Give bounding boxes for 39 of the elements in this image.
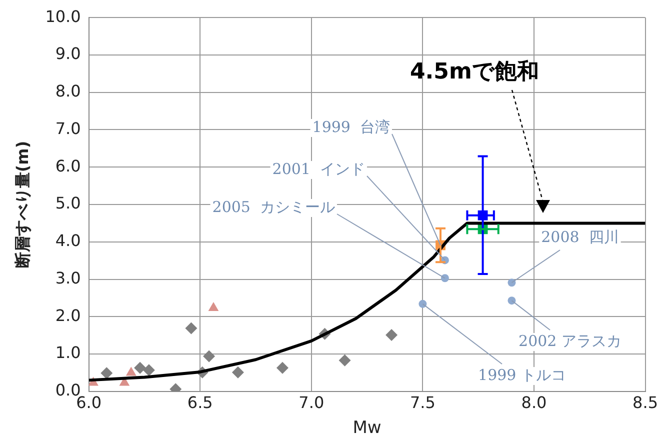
- x-tick-label: 7.5: [410, 393, 436, 412]
- point: [418, 300, 427, 308]
- point: [100, 367, 113, 380]
- point: [126, 366, 136, 376]
- x-tick-label: 8.0: [521, 393, 547, 412]
- y-tick-label: 10.0: [45, 6, 81, 26]
- annotation: 2005 カシミール: [212, 198, 335, 216]
- x-tick-label: 8.5: [632, 393, 658, 412]
- point: [134, 362, 146, 374]
- y-tick-label: 3.0: [55, 268, 81, 288]
- y-tick-label: 9.0: [55, 44, 81, 64]
- y-tick-label: 2.0: [55, 306, 81, 325]
- annotation: 4.5mで飽和: [410, 60, 539, 85]
- point: [232, 366, 244, 378]
- point: [338, 354, 351, 366]
- annotation: 1999 トルコ: [478, 366, 566, 384]
- y-axis-title: 断層すべり量(m): [12, 140, 32, 268]
- y-tick-label: 7.0: [55, 118, 81, 138]
- point: [208, 302, 219, 312]
- x-tick-label: 6.5: [187, 393, 213, 412]
- point: [142, 364, 155, 376]
- annotation: 1999 台湾: [312, 118, 390, 136]
- y-tick-label: 6.0: [55, 156, 81, 176]
- y-tick-label: 5.0: [55, 194, 81, 213]
- y-tick-label: 8.0: [55, 82, 81, 101]
- point: [440, 274, 449, 282]
- x-tick-label: 7.0: [298, 393, 324, 412]
- point: [185, 322, 198, 334]
- annotation: 2002 アラスカ: [518, 332, 622, 350]
- annotation: 2001 インド: [272, 160, 365, 178]
- x-axis-title: Mw: [352, 418, 382, 438]
- y-tick-label: 4.0: [55, 231, 81, 250]
- point: [203, 350, 216, 362]
- annotation: 2008 四川: [541, 228, 619, 246]
- point: [276, 362, 288, 374]
- point: [508, 278, 516, 287]
- point: [508, 296, 516, 305]
- y-tick-label: 1.0: [55, 343, 81, 362]
- point: [386, 328, 398, 341]
